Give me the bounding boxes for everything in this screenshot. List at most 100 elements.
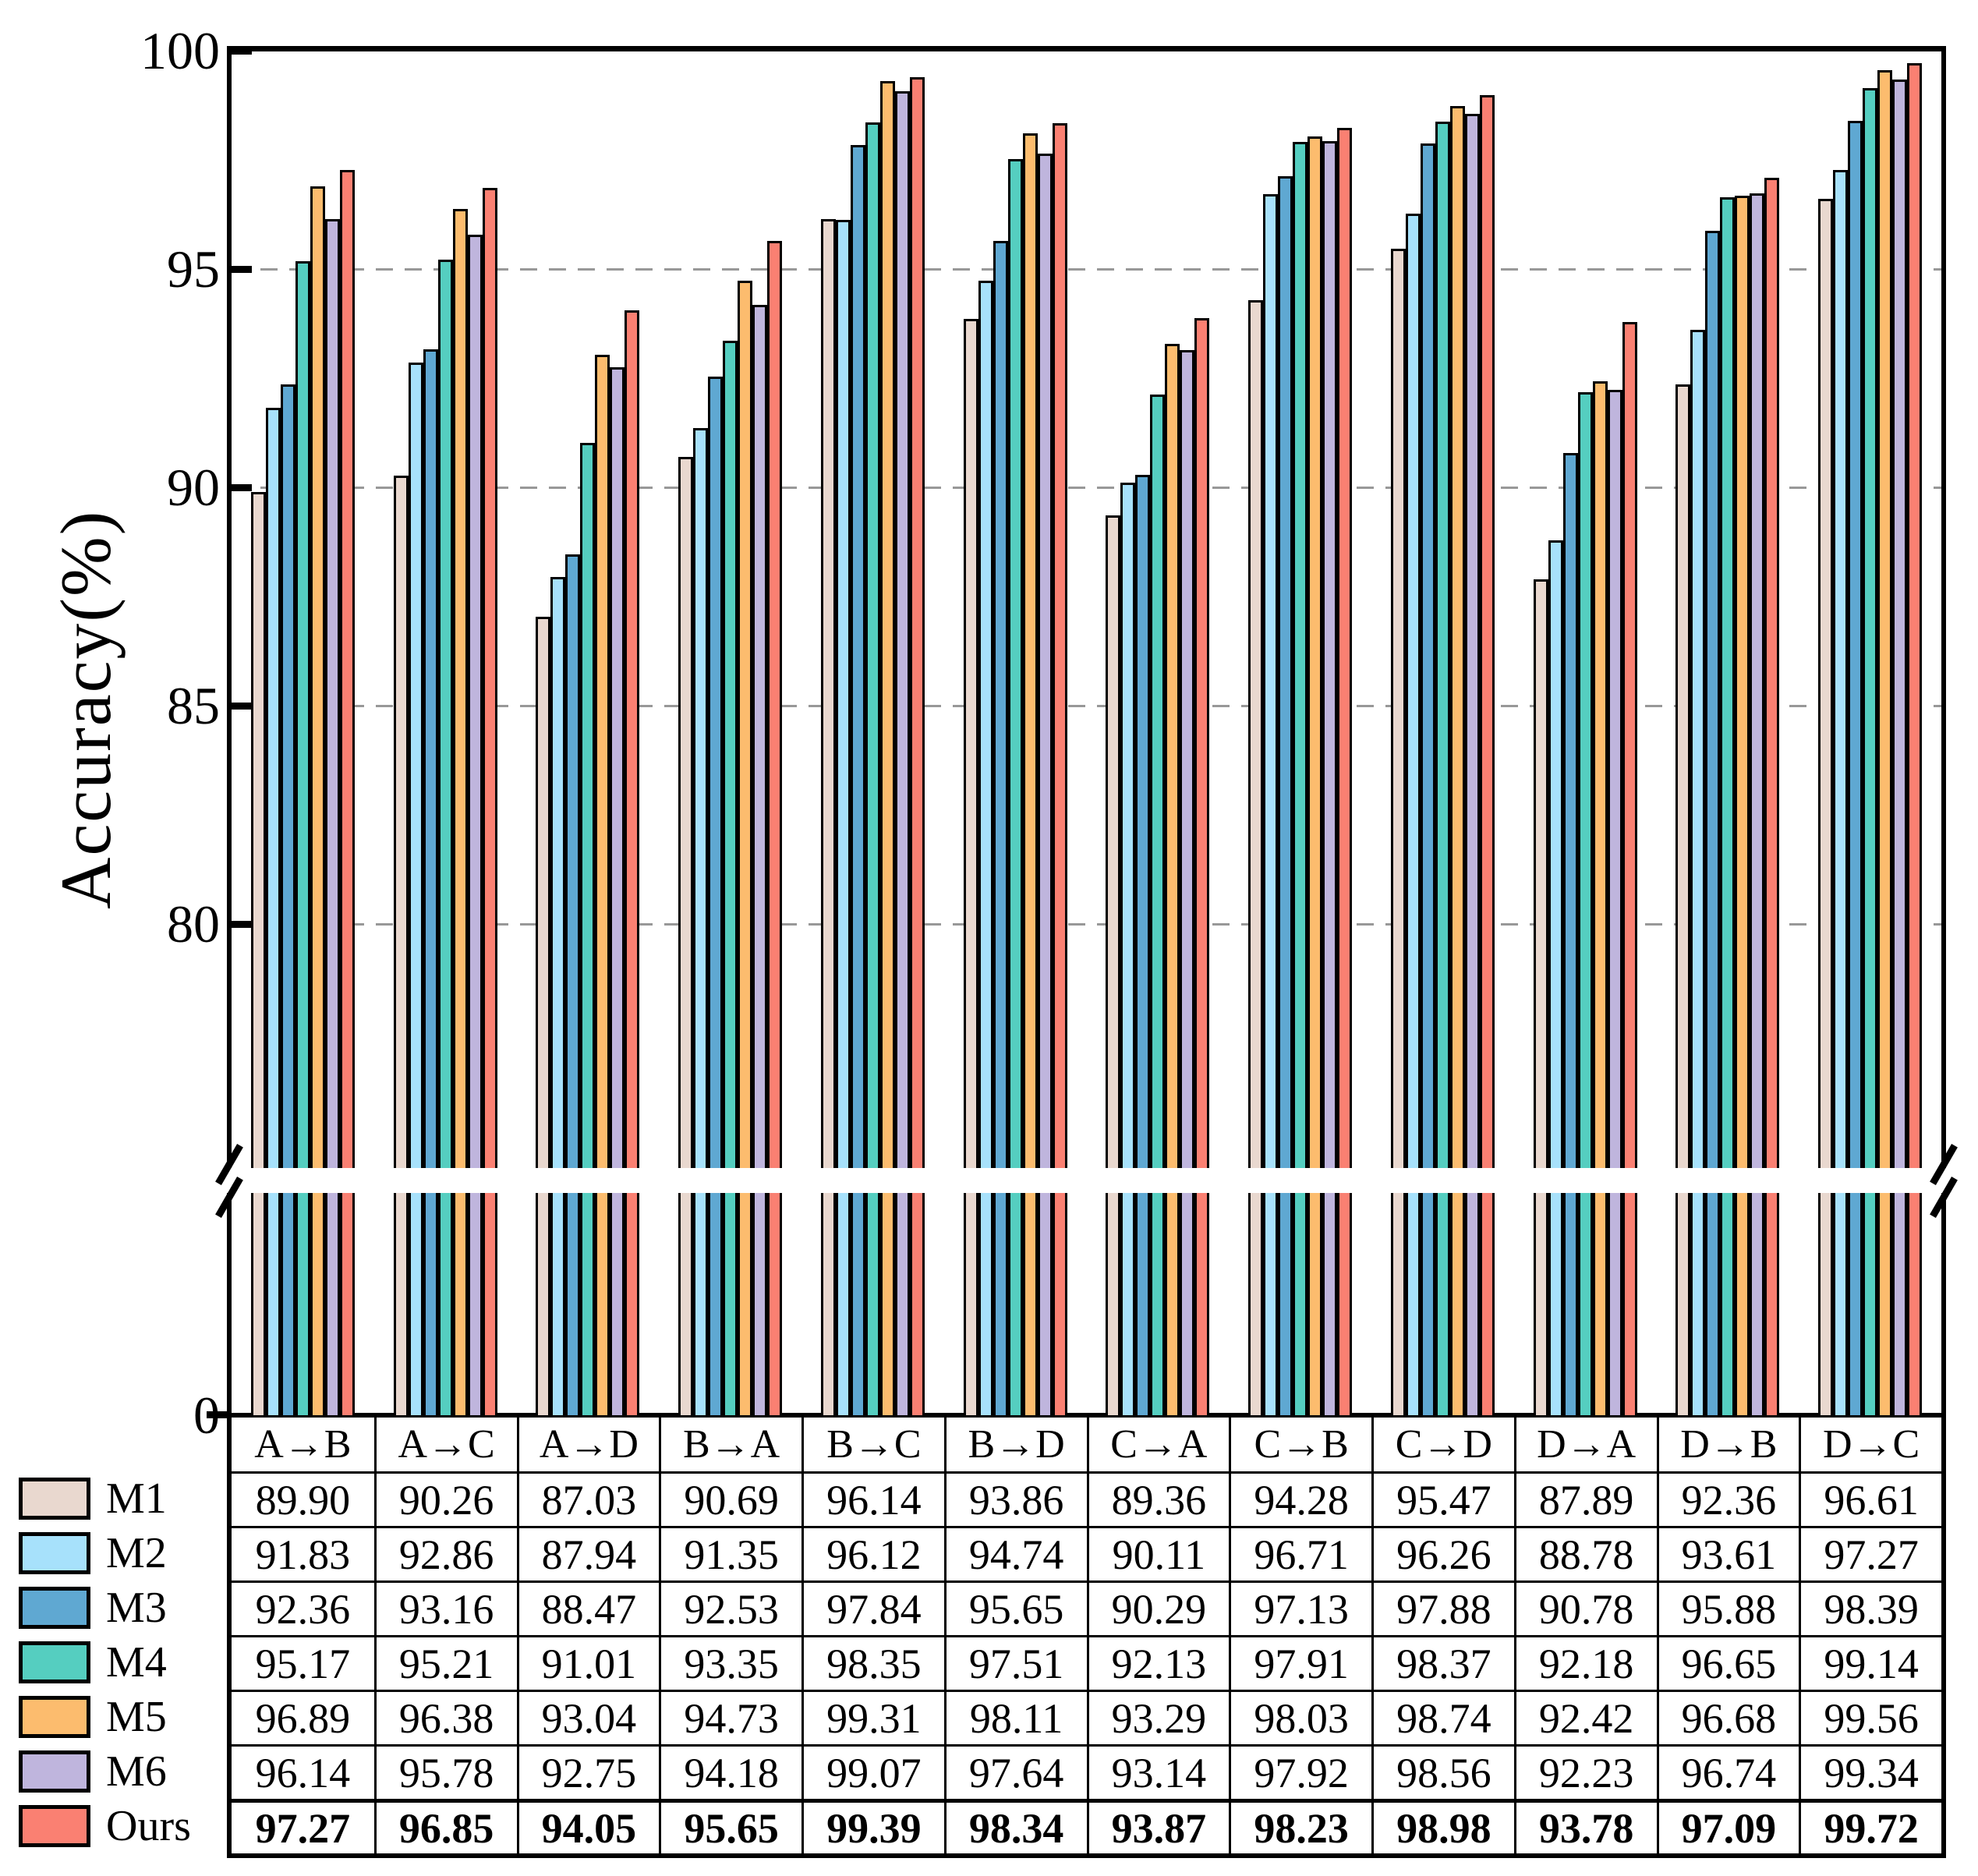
data-table: A→B A→C A→D B→A B→C B→D C→A C→B C→D D→A D→B D→C 89.9… (227, 1413, 1946, 1858)
bar-M3-5 (851, 145, 865, 1415)
bar-Ours-12 (1907, 63, 1922, 1415)
legend-label-M5: M5 (106, 1693, 167, 1741)
bar-M6-5 (895, 91, 910, 1415)
table-cell-M4-6: 97.51 (943, 1635, 1087, 1690)
legend-label-Ours: Ours (106, 1802, 191, 1850)
table-cell-Ours-3: 94.05 (516, 1799, 660, 1853)
table-header-cell: B→D (943, 1418, 1087, 1471)
bar-Ours-9 (1480, 95, 1495, 1415)
bar-M3-7 (1135, 475, 1150, 1415)
bar-M2-5 (836, 220, 851, 1415)
bar-M1-9 (1391, 249, 1406, 1415)
table-cell-M4-3: 91.01 (516, 1635, 660, 1690)
bar-M5-10 (1593, 381, 1608, 1415)
bar-M1-1 (251, 492, 266, 1415)
y-axis-line-left (227, 46, 232, 1420)
table-cell-M3-8: 97.13 (1229, 1580, 1371, 1635)
table-cell-M5-3: 93.04 (516, 1690, 660, 1744)
gridline-80 (232, 923, 1941, 926)
table-header-cell: C→D (1371, 1418, 1514, 1471)
table-header-cell: C→A (1086, 1418, 1230, 1471)
table-cell-M6-4: 94.18 (659, 1744, 801, 1799)
bar-M6-6 (1038, 154, 1053, 1415)
bar-Ours-4 (767, 241, 782, 1415)
y-tick-label-0: 0 (193, 1386, 220, 1445)
bar-M6-8 (1322, 141, 1337, 1415)
bar-M1-7 (1106, 515, 1120, 1415)
table-cell-Ours-10: 93.78 (1513, 1799, 1657, 1853)
table-cell-M6-7: 93.14 (1086, 1744, 1230, 1799)
table-cell-M4-8: 97.91 (1229, 1635, 1371, 1690)
table-cell-M6-8: 97.92 (1229, 1744, 1371, 1799)
bar-M1-8 (1248, 300, 1263, 1415)
table-cell-M2-2: 92.86 (373, 1526, 517, 1580)
table-cell-M6-5: 99.07 (801, 1744, 944, 1799)
table-header-cell: B→A (659, 1418, 801, 1471)
y-tick-label-95: 95 (167, 239, 220, 299)
table-cell-M3-6: 95.65 (943, 1580, 1087, 1635)
table-cell-M1-6: 93.86 (943, 1471, 1087, 1526)
table-cell-M4-1: 95.17 (232, 1635, 374, 1690)
table-cell-M4-7: 92.13 (1086, 1635, 1230, 1690)
table-cell-M4-12: 99.14 (1799, 1635, 1941, 1690)
bar-M4-9 (1435, 122, 1450, 1415)
legend-swatch-M4 (19, 1641, 90, 1683)
bar-M5-2 (453, 209, 468, 1415)
legend-label-M4: M4 (106, 1638, 167, 1687)
bar-M2-11 (1690, 330, 1705, 1415)
table-cell-M1-8: 94.28 (1229, 1471, 1371, 1526)
y-tick-label-85: 85 (167, 676, 220, 735)
table-cell-M4-11: 96.65 (1656, 1635, 1799, 1690)
bar-M3-3 (565, 554, 580, 1415)
bar-M1-5 (821, 219, 836, 1415)
table-header-cell: A→C (373, 1418, 517, 1471)
table-cell-M1-1: 89.90 (232, 1471, 374, 1526)
bar-M4-2 (438, 260, 453, 1415)
table-cell-M2-10: 88.78 (1513, 1526, 1657, 1580)
legend-swatch-M2 (19, 1532, 90, 1574)
table-cell-Ours-7: 93.87 (1086, 1799, 1230, 1853)
table-cell-M3-7: 90.29 (1086, 1580, 1230, 1635)
bar-M6-12 (1892, 80, 1907, 1415)
table-cell-M2-4: 91.35 (659, 1526, 801, 1580)
table-cell-Ours-11: 97.09 (1656, 1799, 1799, 1853)
bar-M5-12 (1877, 70, 1892, 1415)
bar-Ours-2 (483, 188, 497, 1415)
y-tick-label-80: 80 (167, 894, 220, 954)
table-cell-M4-5: 98.35 (801, 1635, 944, 1690)
table-cell-M3-1: 92.36 (232, 1580, 374, 1635)
y-axis-line-right (1941, 46, 1946, 1420)
table-cell-Ours-2: 96.85 (373, 1799, 517, 1853)
table-cell-M5-7: 93.29 (1086, 1690, 1230, 1744)
bar-M1-2 (394, 476, 409, 1415)
legend-swatch-M1 (19, 1478, 90, 1520)
table-header-cell: A→D (516, 1418, 660, 1471)
table-cell-M5-11: 96.68 (1656, 1690, 1799, 1744)
legend-label-M1: M1 (106, 1474, 167, 1523)
table-cell-M3-2: 93.16 (373, 1580, 517, 1635)
bar-M4-3 (580, 443, 595, 1415)
table-cell-M6-11: 96.74 (1656, 1744, 1799, 1799)
bar-M3-6 (993, 241, 1008, 1415)
gridline-85 (232, 705, 1941, 707)
bar-M5-7 (1165, 344, 1180, 1415)
table-cell-Ours-8: 98.23 (1229, 1799, 1371, 1853)
bar-M2-9 (1406, 214, 1421, 1415)
table-cell-M1-12: 96.61 (1799, 1471, 1941, 1526)
table-cell-M2-8: 96.71 (1229, 1526, 1371, 1580)
table-cell-M6-10: 92.23 (1513, 1744, 1657, 1799)
bar-M2-12 (1833, 170, 1848, 1415)
table-cell-M2-3: 87.94 (516, 1526, 660, 1580)
bar-M1-4 (678, 457, 693, 1415)
legend-label-M3: M3 (106, 1584, 167, 1632)
table-cell-M5-4: 94.73 (659, 1690, 801, 1744)
bar-M4-6 (1008, 159, 1023, 1415)
bar-M5-3 (595, 355, 610, 1415)
table-cell-M2-7: 90.11 (1086, 1526, 1230, 1580)
bar-M6-2 (468, 235, 483, 1415)
legend-swatch-Ours (19, 1805, 90, 1847)
bar-M4-4 (723, 341, 738, 1415)
bar-M6-4 (752, 305, 767, 1415)
table-cell-M3-10: 90.78 (1513, 1580, 1657, 1635)
table-cell-M6-12: 99.34 (1799, 1744, 1941, 1799)
